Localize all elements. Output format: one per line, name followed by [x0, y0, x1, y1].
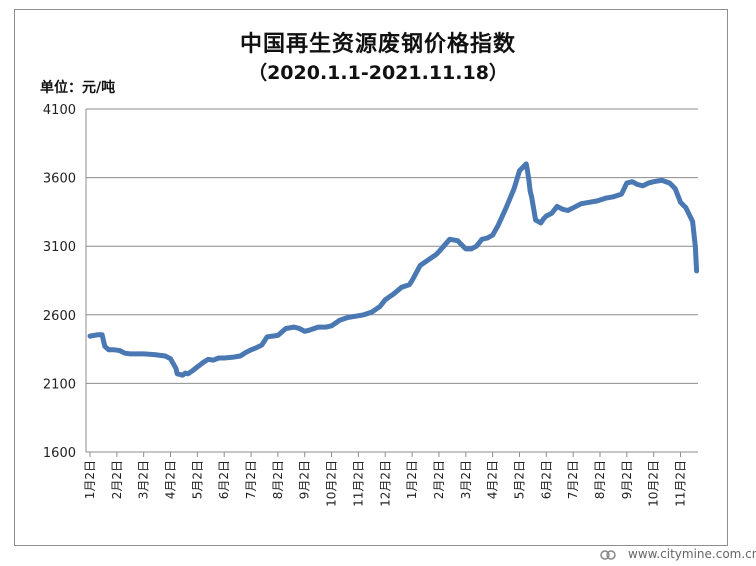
watermark-text: www.citymine.com.cn — [628, 547, 756, 561]
x-tick-label: 7月2日 — [244, 460, 258, 499]
x-tick-label: 10月2日 — [325, 460, 339, 507]
x-tick-label: 1月2日 — [83, 460, 97, 499]
x-tick-label: 1月2日 — [405, 460, 419, 499]
y-tick-label: 3100 — [43, 240, 76, 255]
citymine-logo-icon — [600, 550, 616, 560]
chart-subtitle: （2020.1.1-2021.11.18） — [248, 62, 508, 84]
chart-title: 中国再生资源废钢价格指数 — [239, 32, 516, 57]
x-tick-label: 4月2日 — [164, 460, 178, 499]
x-tick-label: 6月2日 — [539, 460, 553, 499]
y-tick-label: 3600 — [43, 172, 76, 187]
x-tick-label: 5月2日 — [190, 460, 204, 499]
x-tick-label: 3月2日 — [459, 460, 473, 499]
chart-frame — [14, 9, 728, 546]
unit-label: 单位：元/吨 — [40, 80, 116, 96]
x-tick-label: 9月2日 — [620, 460, 634, 499]
x-tick-label: 2月2日 — [110, 460, 124, 499]
y-tick-label: 2600 — [43, 309, 76, 324]
y-tick-label: 2100 — [43, 377, 76, 392]
x-tick-label: 7月2日 — [566, 460, 580, 499]
x-tick-label: 2月2日 — [432, 460, 446, 499]
x-tick-label: 8月2日 — [593, 460, 607, 499]
x-tick-label: 6月2日 — [217, 460, 231, 499]
x-tick-label: 11月2日 — [674, 460, 688, 507]
price-index-line — [87, 161, 700, 378]
x-tick-label: 3月2日 — [137, 460, 151, 499]
x-tick-label: 5月2日 — [512, 460, 526, 499]
x-tick-label: 4月2日 — [486, 460, 500, 499]
y-tick-label: 4100 — [43, 103, 76, 118]
x-tick-label: 10月2日 — [647, 460, 661, 507]
x-tick-label: 9月2日 — [298, 460, 312, 499]
x-tick-label: 8月2日 — [271, 460, 285, 499]
x-tick-label: 12月2日 — [378, 460, 392, 507]
y-tick-label: 1600 — [43, 446, 76, 461]
x-tick-label: 11月2日 — [351, 460, 365, 507]
